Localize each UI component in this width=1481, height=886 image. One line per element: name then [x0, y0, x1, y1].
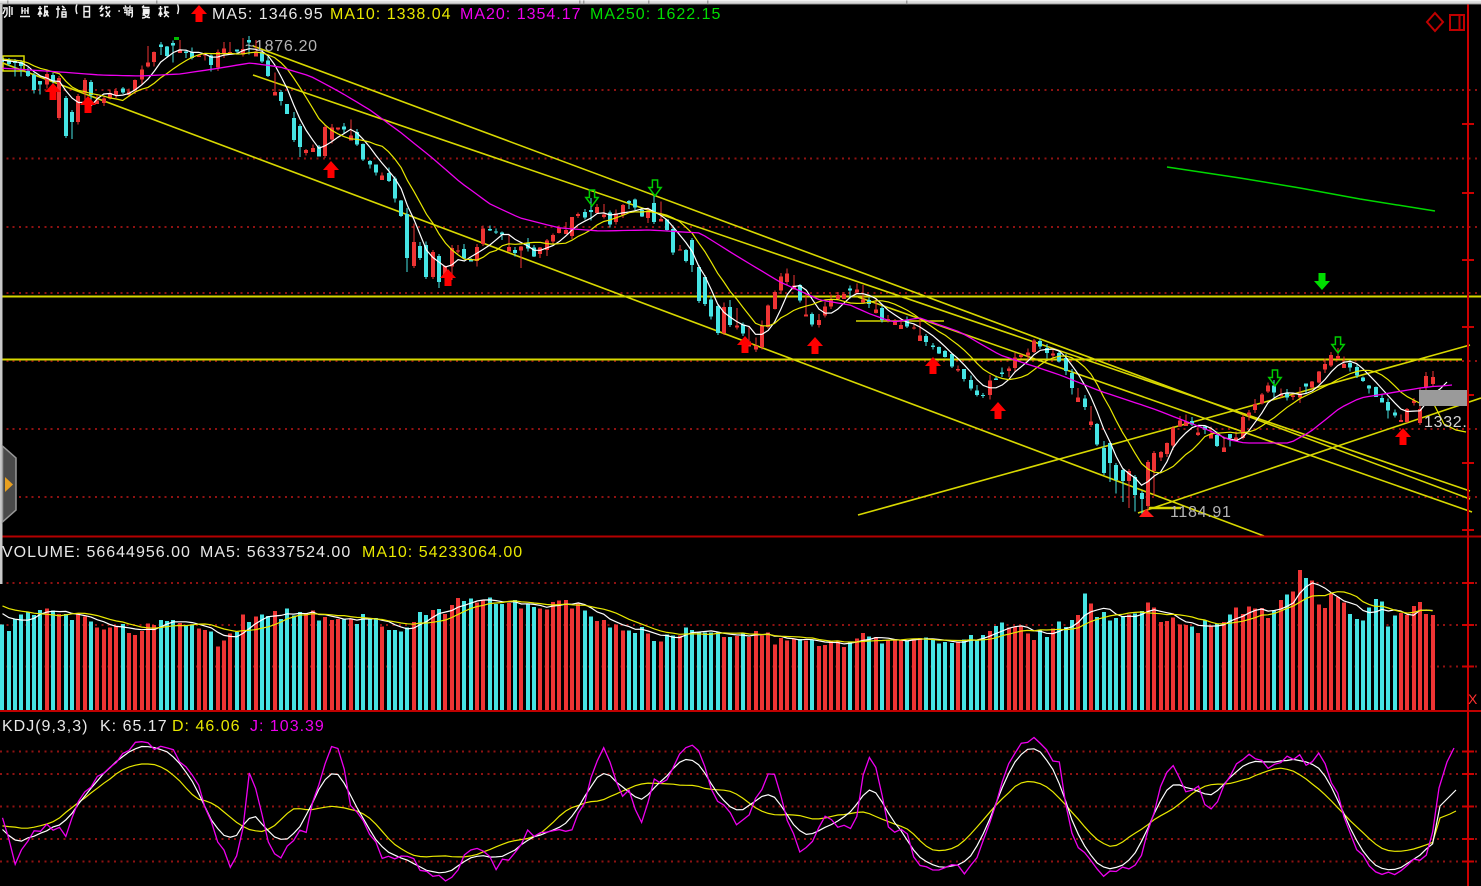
svg-text:1332.: 1332. [1424, 414, 1468, 431]
svg-text:~1876.20: ~1876.20 [245, 38, 318, 55]
svg-text:MA5: 56337524.00: MA5: 56337524.00 [200, 544, 351, 561]
svg-text:D: 46.06: D: 46.06 [172, 718, 240, 735]
svg-text:MA20: 1354.17: MA20: 1354.17 [460, 6, 582, 23]
svg-text:MA10: 54233064.00: MA10: 54233064.00 [362, 544, 523, 561]
svg-text:X: X [1468, 691, 1478, 707]
svg-text:MA10: 1338.04: MA10: 1338.04 [330, 6, 452, 23]
svg-text:J: 103.39: J: 103.39 [250, 718, 325, 735]
svg-text:MA250: 1622.15: MA250: 1622.15 [590, 6, 721, 23]
svg-text:VOLUME: 56644956.00: VOLUME: 56644956.00 [2, 544, 191, 561]
svg-text:MA5: 1346.95: MA5: 1346.95 [212, 6, 324, 23]
svg-text:KDJ(9,3,3): KDJ(9,3,3) [2, 718, 88, 735]
svg-text:1184.91: 1184.91 [1170, 504, 1232, 521]
svg-text:K: 65.17: K: 65.17 [100, 718, 168, 735]
